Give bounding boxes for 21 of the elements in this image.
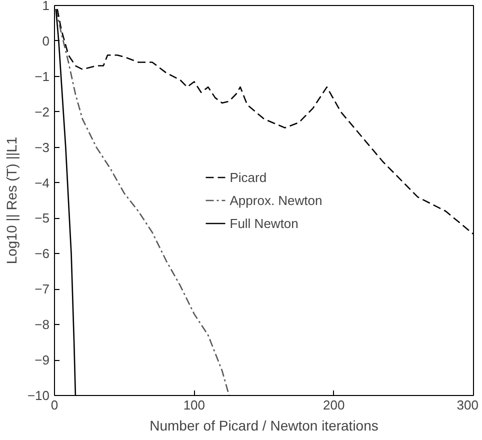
x-tick-label: 200 xyxy=(322,398,345,412)
x-axis-title: Number of Picard / Newton iterations xyxy=(150,418,378,434)
y-tick-label: −10 xyxy=(27,388,50,403)
y-tick-label: −9 xyxy=(34,352,50,368)
y-tick-label: −5 xyxy=(34,210,50,226)
y-tick-label: 0 xyxy=(42,33,50,48)
y-tick-label: −7 xyxy=(34,282,50,297)
y-axis-title: Log10 || Res (T) ||L1 xyxy=(3,136,20,264)
y-tick-label: −6 xyxy=(34,246,50,262)
y-tick-label: −4 xyxy=(34,175,50,190)
y-tick-label: −1 xyxy=(34,68,50,84)
legend-label: Approx. Newton xyxy=(230,192,322,208)
x-tick-label: 100 xyxy=(183,398,206,412)
y-tick-label: −3 xyxy=(34,140,50,155)
legend-label: Picard xyxy=(230,170,267,184)
y-tick-label: −8 xyxy=(34,317,50,332)
line-series xyxy=(55,8,230,396)
y-tick-label: −2 xyxy=(34,104,50,120)
y-tick-label: 1 xyxy=(42,0,50,13)
legend-label: Full Newton xyxy=(230,216,298,230)
x-tick-label: 300 xyxy=(456,398,479,412)
